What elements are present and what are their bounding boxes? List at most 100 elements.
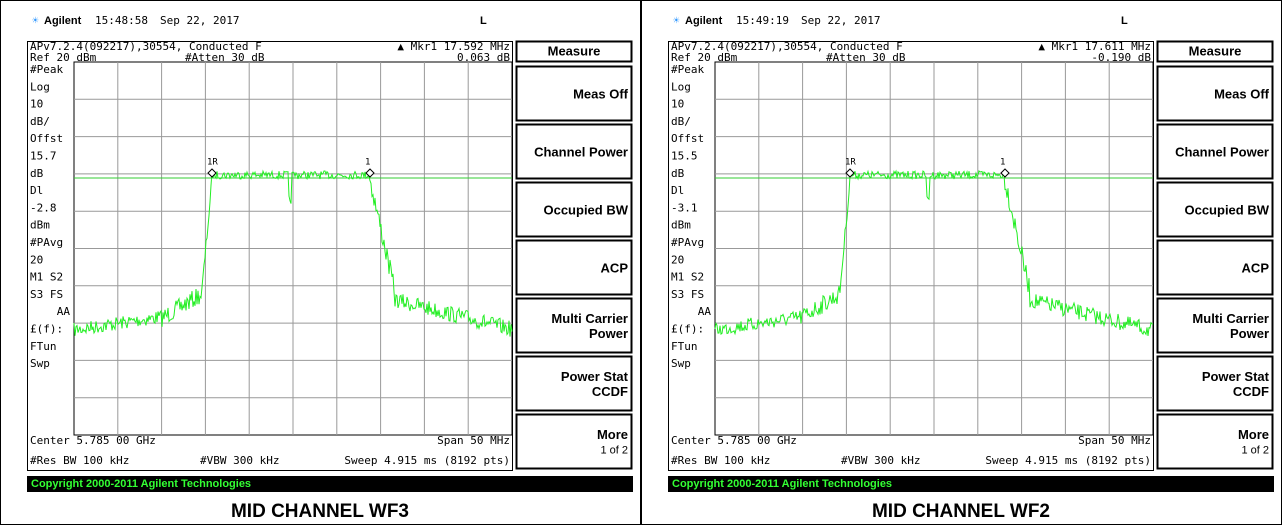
- marker-label: 1: [365, 158, 370, 168]
- copyright-bar: [668, 476, 1274, 492]
- softkey[interactable]: [1156, 123, 1274, 180]
- softkey[interactable]: [515, 413, 633, 470]
- softkey[interactable]: [1156, 355, 1274, 412]
- menu-title: Measure: [1189, 43, 1242, 58]
- softkey-label: Power Stat: [1202, 369, 1270, 384]
- menu-title-box: [1156, 40, 1274, 63]
- softkey[interactable]: [1156, 65, 1274, 122]
- info-line: APv7.2.4(092217),30554, Conducted F: [671, 40, 903, 53]
- softkey[interactable]: [515, 123, 633, 180]
- sun-icon: ☀: [32, 14, 39, 27]
- side-label: dBm: [671, 219, 691, 232]
- brand: Agilent: [685, 15, 723, 27]
- softkey-label: Channel Power: [1175, 144, 1269, 159]
- trace: [73, 169, 513, 337]
- side-label: dB: [671, 167, 685, 180]
- attenuation: #Atten 30 dB: [185, 51, 265, 64]
- softkey-label: Power: [1230, 326, 1269, 341]
- marker-diamond: [845, 168, 855, 178]
- side-label: Swp: [30, 357, 50, 370]
- softkey[interactable]: [515, 65, 633, 122]
- date: Sep 22, 2017: [801, 14, 880, 27]
- side-label: AA: [698, 305, 712, 318]
- marker-value: -0.190 dB: [1091, 51, 1151, 64]
- copyright: Copyright 2000-2011 Agilent Technologies: [672, 478, 892, 490]
- softkey[interactable]: [515, 297, 633, 354]
- side-label: Dl: [671, 184, 684, 197]
- softkey-label: CCDF: [592, 384, 628, 399]
- softkey-label: Meas Off: [573, 86, 629, 101]
- sun-icon: ☀: [673, 14, 680, 27]
- menu-title-box: [515, 40, 633, 63]
- analyzer-screen: ☀ Agilent 15:49:19 Sep 22, 2017 L APv7.2.4(09…: [668, 14, 1274, 522]
- marker-value: 0.063 dB: [457, 51, 510, 64]
- marker-diamond: [365, 168, 375, 178]
- vbw: #VBW 300 kHz: [841, 454, 920, 467]
- screen-frame: [668, 41, 1154, 471]
- rbw: #Res BW 100 kHz: [30, 454, 129, 467]
- softkey-label: Multi Carrier: [551, 311, 628, 326]
- mode: L: [1121, 15, 1128, 27]
- time: 15:49:19: [736, 14, 789, 27]
- softkey-label: Multi Carrier: [1192, 311, 1269, 326]
- analyzer-screen: ☀ Agilent 15:48:58 Sep 22, 2017 L APv7.2.4(09…: [27, 14, 633, 522]
- marker-diamond: [1000, 168, 1010, 178]
- side-label: dB/: [30, 115, 50, 128]
- softkey-label: Power Stat: [561, 369, 629, 384]
- softkey[interactable]: [515, 239, 633, 296]
- side-label: Offst: [671, 132, 704, 145]
- softkey[interactable]: [1156, 239, 1274, 296]
- softkey-label: Occupied BW: [543, 202, 628, 217]
- mode: L: [480, 15, 487, 27]
- side-label: 20: [671, 253, 684, 266]
- screen-frame: [27, 41, 513, 471]
- softkey[interactable]: [515, 355, 633, 412]
- span: Span 50 MHz: [437, 434, 510, 447]
- side-label: 15.5: [671, 150, 698, 163]
- caption: MID CHANNEL WF2: [872, 501, 1050, 522]
- side-label: FTun: [30, 340, 57, 353]
- softkey-label: CCDF: [1233, 384, 1269, 399]
- ref-level: Ref 20 dBm: [671, 51, 738, 64]
- rbw: #Res BW 100 kHz: [671, 454, 770, 467]
- side-label: M1 S2: [30, 271, 63, 284]
- side-label: Dl: [30, 184, 43, 197]
- softkey[interactable]: [1156, 181, 1274, 238]
- softkey-label: 1 of 2: [1241, 444, 1269, 456]
- side-label: 15.7: [30, 150, 57, 163]
- side-label: -2.8: [30, 201, 57, 214]
- center-freq: Center 5.785 00 GHz: [671, 434, 797, 447]
- side-label: FTun: [671, 340, 698, 353]
- trace: [714, 169, 1154, 337]
- softkey-label: Power: [589, 326, 628, 341]
- marker-label: 1R: [845, 158, 856, 168]
- side-label: £(f):: [30, 323, 63, 336]
- softkey-label: Meas Off: [1214, 86, 1270, 101]
- marker-freq: ▲ Mkr1 17.592 MHz: [397, 40, 510, 53]
- softkey-label: Occupied BW: [1184, 202, 1269, 217]
- side-label: Log: [671, 80, 691, 93]
- brand: Agilent: [44, 15, 82, 27]
- softkey-label: 1 of 2: [600, 444, 628, 456]
- side-label: dB: [30, 167, 44, 180]
- attenuation: #Atten 30 dB: [826, 51, 906, 64]
- softkey[interactable]: [515, 181, 633, 238]
- side-label: #PAvg: [671, 236, 704, 249]
- softkey[interactable]: [1156, 297, 1274, 354]
- side-label: #Peak: [30, 63, 63, 76]
- copyright-bar: [27, 476, 633, 492]
- side-label: dB/: [671, 115, 691, 128]
- marker-diamond: [207, 168, 217, 178]
- marker-freq: ▲ Mkr1 17.611 MHz: [1038, 40, 1151, 53]
- span: Span 50 MHz: [1078, 434, 1151, 447]
- side-label: Offst: [30, 132, 63, 145]
- sweep: Sweep 4.915 ms (8192 pts): [344, 454, 510, 467]
- side-label: 20: [30, 253, 43, 266]
- menu-title: Measure: [548, 43, 601, 58]
- side-label: S3 FS: [671, 288, 704, 301]
- softkey-label: ACP: [1242, 260, 1270, 275]
- softkey[interactable]: [1156, 413, 1274, 470]
- side-label: #Peak: [671, 63, 704, 76]
- side-label: #PAvg: [30, 236, 63, 249]
